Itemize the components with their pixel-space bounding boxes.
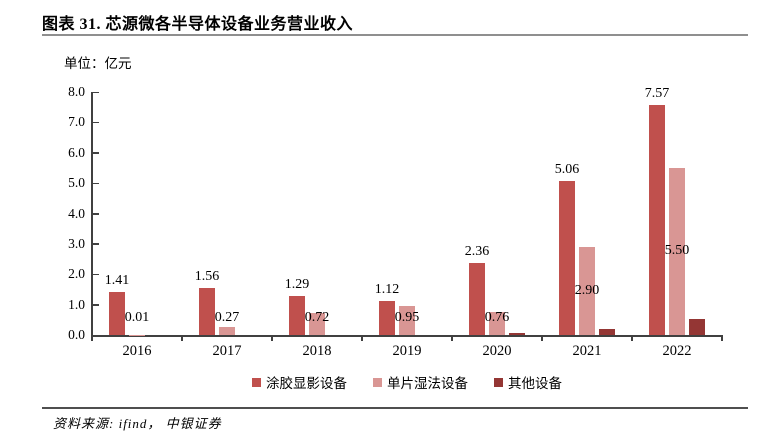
y-axis-label: 6.0 bbox=[68, 144, 85, 160]
bar-其他设备-2020 bbox=[509, 332, 525, 335]
bar-单片湿法设备-2020 bbox=[489, 311, 505, 335]
bar-单片湿法设备-2017 bbox=[219, 326, 235, 335]
y-axis bbox=[91, 92, 93, 337]
value-label: 1.56 bbox=[194, 268, 220, 284]
value-label: 5.06 bbox=[554, 162, 580, 178]
x-tick bbox=[631, 337, 633, 341]
y-tick bbox=[93, 273, 99, 276]
bar-涂胶显影设备-2022 bbox=[649, 105, 665, 335]
x-tick bbox=[721, 337, 723, 341]
y-tick bbox=[93, 152, 99, 154]
y-axis-label: 4.0 bbox=[68, 205, 85, 221]
legend-swatch-icon bbox=[494, 377, 503, 387]
y-axis-label: 0.0 bbox=[68, 327, 85, 342]
footer-divider bbox=[42, 407, 748, 409]
legend-swatch-icon bbox=[373, 377, 382, 387]
unit-label: 单位：亿元 bbox=[64, 56, 132, 71]
x-tick bbox=[541, 337, 543, 341]
x-axis-label: 2017 bbox=[212, 343, 242, 359]
x-axis-label: 2021 bbox=[572, 343, 602, 359]
value-label: 1.29 bbox=[284, 276, 310, 292]
y-tick bbox=[93, 121, 99, 124]
x-axis-label: 2020 bbox=[482, 343, 512, 359]
value-label: 0.72 bbox=[304, 310, 330, 325]
legend-item-2: 其他设备 bbox=[494, 372, 562, 392]
x-tick bbox=[91, 337, 93, 341]
bar-单片湿法设备-2018 bbox=[309, 313, 325, 335]
x-axis bbox=[91, 335, 723, 337]
y-axis-label: 8.0 bbox=[68, 84, 85, 99]
bar-涂胶显影设备-2016 bbox=[109, 292, 125, 335]
legend-label: 单片湿法设备 bbox=[387, 376, 468, 391]
value-label: 7.57 bbox=[644, 86, 670, 102]
value-label: 0.95 bbox=[394, 310, 420, 325]
value-label: 1.12 bbox=[374, 281, 400, 297]
x-axis-label: 2022 bbox=[662, 343, 692, 359]
bar-涂胶显影设备-2021 bbox=[559, 181, 575, 335]
bar-单片湿法设备-2021 bbox=[579, 246, 595, 335]
figure-title: 图表 31. 芯源微各半导体设备业务营业收入 bbox=[42, 16, 354, 33]
y-axis-label: 7.0 bbox=[68, 114, 85, 130]
x-tick bbox=[451, 337, 453, 341]
value-label: 2.36 bbox=[464, 244, 490, 260]
y-tick bbox=[93, 91, 99, 93]
y-tick bbox=[93, 243, 99, 245]
y-tick bbox=[93, 334, 99, 336]
y-axis-label: 2.0 bbox=[68, 266, 85, 282]
legend-item-1: 单片湿法设备 bbox=[373, 372, 468, 392]
chart-legend: 涂胶显影设备 单片湿法设备 其他设备 bbox=[92, 372, 722, 392]
x-tick bbox=[361, 337, 363, 341]
y-axis-label: 3.0 bbox=[68, 235, 85, 251]
value-label: 1.41 bbox=[104, 273, 130, 289]
y-axis-label: 5.0 bbox=[68, 175, 85, 191]
bar-涂胶显影设备-2019 bbox=[379, 300, 395, 335]
legend-label: 其他设备 bbox=[508, 376, 562, 391]
value-label: 0.27 bbox=[214, 310, 240, 325]
y-axis-label: 1.0 bbox=[68, 296, 85, 312]
legend-swatch-icon bbox=[252, 377, 261, 387]
bar-涂胶显影设备-2018 bbox=[289, 295, 305, 335]
value-label: 5.50 bbox=[664, 243, 690, 259]
y-tick bbox=[93, 304, 99, 306]
value-label: 0.01 bbox=[124, 310, 150, 325]
legend-label: 涂胶显影设备 bbox=[266, 376, 347, 391]
bar-其他设备-2021 bbox=[599, 328, 615, 335]
x-tick bbox=[181, 337, 183, 341]
bar-其他设备-2022 bbox=[689, 318, 705, 335]
bar-单片湿法设备-2022 bbox=[669, 167, 685, 335]
value-label: 0.76 bbox=[484, 310, 510, 325]
y-tick bbox=[93, 213, 99, 215]
title-divider bbox=[42, 34, 748, 36]
value-label: 2.90 bbox=[574, 282, 600, 298]
x-axis-label: 2018 bbox=[302, 343, 332, 359]
x-axis-label: 2019 bbox=[392, 343, 422, 359]
bar-单片湿法设备-2019 bbox=[399, 306, 415, 335]
bar-涂胶显影设备-2017 bbox=[199, 287, 215, 335]
x-tick bbox=[271, 337, 273, 341]
x-axis-label: 2016 bbox=[122, 343, 152, 359]
y-tick bbox=[93, 182, 99, 185]
legend-item-0: 涂胶显影设备 bbox=[252, 372, 347, 392]
bar-涂胶显影设备-2020 bbox=[469, 263, 485, 335]
source-note: 资料来源: ifind， 中银证券 bbox=[53, 416, 222, 431]
